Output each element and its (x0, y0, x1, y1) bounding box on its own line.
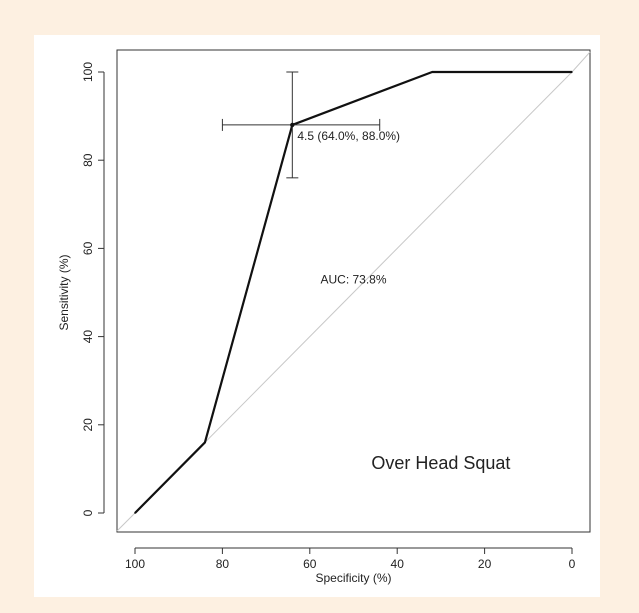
x-tick-label: 40 (391, 557, 405, 571)
reference-diagonal-layer (116, 51, 591, 532)
reference-diagonal-ext-low (116, 512, 136, 532)
roc-chart: 100 80 60 40 20 0 0 20 40 60 80 100 4.5 (64.0%, 88… (57, 49, 591, 585)
y-tick-label: 20 (81, 418, 95, 432)
x-tick-label: 100 (125, 557, 145, 571)
test-name-annotation: Over Head Squat (371, 453, 510, 473)
roc-point (431, 71, 433, 73)
reference-diagonal-ext-high (571, 51, 591, 73)
y-tick-label: 0 (81, 509, 95, 516)
chart-panel: 100 80 60 40 20 0 0 20 40 60 80 100 4.5 (64.0%, 88… (34, 35, 600, 597)
y-axis-title: Sensitivity (%) (57, 254, 71, 330)
reference-diagonal (134, 71, 573, 514)
plot-box (116, 49, 591, 533)
threshold-point (290, 122, 295, 128)
y-tick-label: 60 (81, 241, 95, 255)
roc-point (134, 512, 136, 514)
threshold-point-label: 4.5 (64.0%, 88.0%) (297, 129, 400, 143)
error-bars-layer (221, 71, 381, 179)
y-tick-label: 80 (81, 153, 95, 167)
y-axis: 0 20 40 60 80 100 (81, 62, 105, 516)
x-tick-label: 80 (216, 557, 230, 571)
x-tick-label: 0 (569, 557, 576, 571)
x-tick-label: 60 (303, 557, 317, 571)
x-tick-label: 20 (478, 557, 492, 571)
x-axis: 100 80 60 40 20 0 (125, 547, 576, 571)
y-tick-label: 40 (81, 330, 95, 344)
y-tick-label: 100 (81, 62, 95, 82)
auc-label: AUC: 73.8% (320, 273, 386, 287)
roc-point (571, 71, 573, 73)
x-axis-title: Specificity (%) (315, 571, 391, 585)
roc-point (204, 441, 206, 444)
